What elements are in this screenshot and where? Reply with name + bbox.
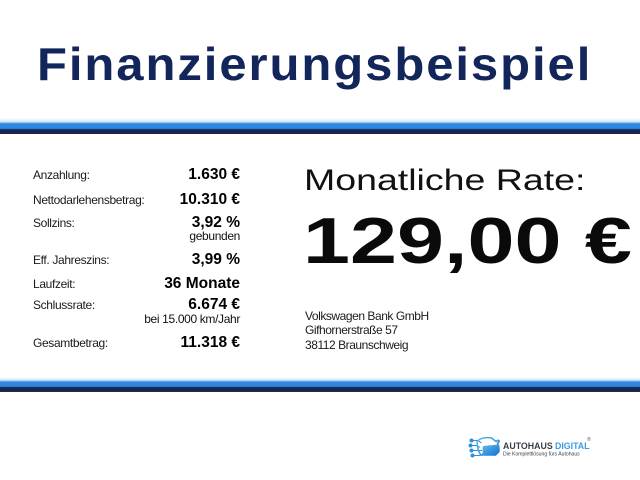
svg-text:®: ® xyxy=(587,436,591,443)
svg-text:AUTOHAUS: AUTOHAUS xyxy=(503,441,553,451)
svg-text:Die Komplettlösung fürs Autoha: Die Komplettlösung fürs Autohaus xyxy=(503,451,580,457)
svg-text:DIGITAL: DIGITAL xyxy=(555,441,590,451)
